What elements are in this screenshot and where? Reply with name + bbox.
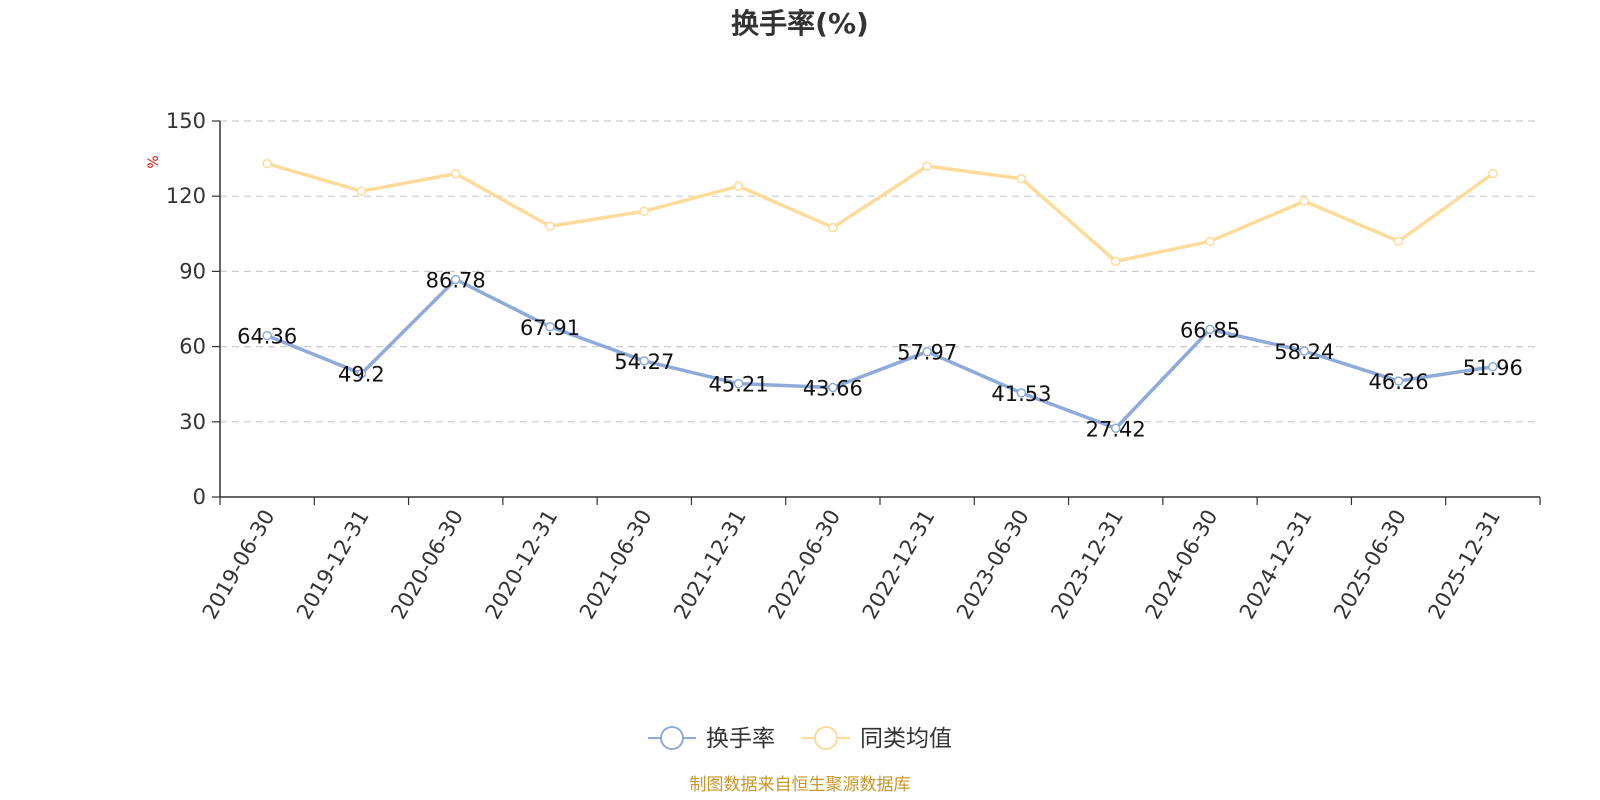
turnover-point [545,322,555,332]
x-tick-label: 2025-12-31 [1423,506,1505,624]
legend-item-turnover[interactable]: 换手率 [648,726,775,752]
x-tick-label: 2023-06-30 [952,506,1034,624]
turnover-point [262,330,272,341]
data-label: 57.97 [897,341,957,365]
x-tick-label: 2025-06-30 [1329,506,1411,624]
chart-title: 换手率(%) [731,7,869,40]
legend-label: 同类均值 [860,726,952,752]
peer-average-point [922,161,932,171]
x-tick-label: 2021-06-30 [575,506,657,624]
peer-average-point [356,186,367,196]
turnover-point [356,368,367,379]
turnover-point [639,356,650,366]
turnover-point [1299,346,1310,356]
x-tick-label: 2024-06-30 [1141,506,1223,624]
data-label: 41.53 [991,382,1051,406]
peer-average-point [1393,236,1404,247]
peer-average-point [1205,236,1215,247]
peer-average-point [1016,173,1027,184]
peer-average-point [262,158,272,169]
peer-average-point [639,206,650,216]
x-tick-label: 2020-06-30 [386,506,468,624]
y-tick-label: 120 [166,184,206,208]
y-tick-label: 150 [166,109,206,133]
x-tick-label: 2020-12-31 [481,506,563,624]
turnover-point [922,346,932,357]
y-tick-label: 30 [179,410,206,434]
turnover-point [828,382,838,393]
peer-average-point [545,221,555,232]
turnover-point [450,274,461,285]
peer-average-point [450,168,461,179]
data-label: 54.27 [614,350,674,374]
data-label: 64.36 [237,325,297,349]
legend-item-peer-average[interactable]: 同类均值 [802,726,952,752]
y-tick-label: 0 [193,485,206,509]
series-line-peer-average [266,161,1494,264]
y-tick-label: 90 [179,259,206,283]
data-label: 67.91 [520,316,580,340]
data-label: 51.96 [1463,356,1523,380]
legend-circle-icon [814,726,838,750]
data-label: 58.24 [1274,340,1334,364]
data-label: 45.21 [709,373,769,397]
x-tick-label: 2023-12-31 [1046,506,1128,624]
x-tick-label: 2024-12-31 [1235,506,1317,624]
turnover-point [1393,376,1404,386]
legend[interactable]: 换手率 同类均值 [648,726,952,752]
data-label: 49.2 [338,363,385,387]
data-labels: 64.36 49.2 86.78 67.91 54.27 45.21 43.66 57.97 4… [237,268,1523,441]
turnover-point [1016,388,1027,398]
data-label: 86.78 [426,268,486,292]
peer-average-point [1488,168,1498,179]
turnover-point [1205,324,1215,335]
data-source-note: 制图数据来自恒生聚源数据库 [690,775,911,795]
x-tick-label: 2019-12-31 [292,506,374,624]
x-tick-label: 2019-06-30 [198,506,280,624]
turnover-point [733,378,744,389]
x-tick-label: 2022-12-31 [858,506,940,624]
turnover-point [1110,423,1121,434]
data-label: 46.26 [1369,370,1429,394]
data-label: 66.85 [1180,318,1240,342]
peer-average-point [733,181,744,191]
peer-average-point [1299,196,1310,206]
legend-circle-icon [660,726,684,750]
y-axis-unit: % [146,155,162,168]
legend-label: 换手率 [706,726,775,752]
series-line-turnover [266,277,1494,431]
data-label: 27.42 [1086,417,1146,441]
turnover-point [1488,362,1498,372]
peer-average-point [828,222,838,233]
grid-lines [220,120,1540,423]
y-tick-label: 60 [179,335,206,359]
series-lines [262,158,1498,434]
peer-average-point [1110,256,1121,267]
data-label: 43.66 [803,377,863,401]
x-tick-label: 2021-12-31 [669,506,751,624]
x-tick-label: 2022-06-30 [763,506,845,624]
